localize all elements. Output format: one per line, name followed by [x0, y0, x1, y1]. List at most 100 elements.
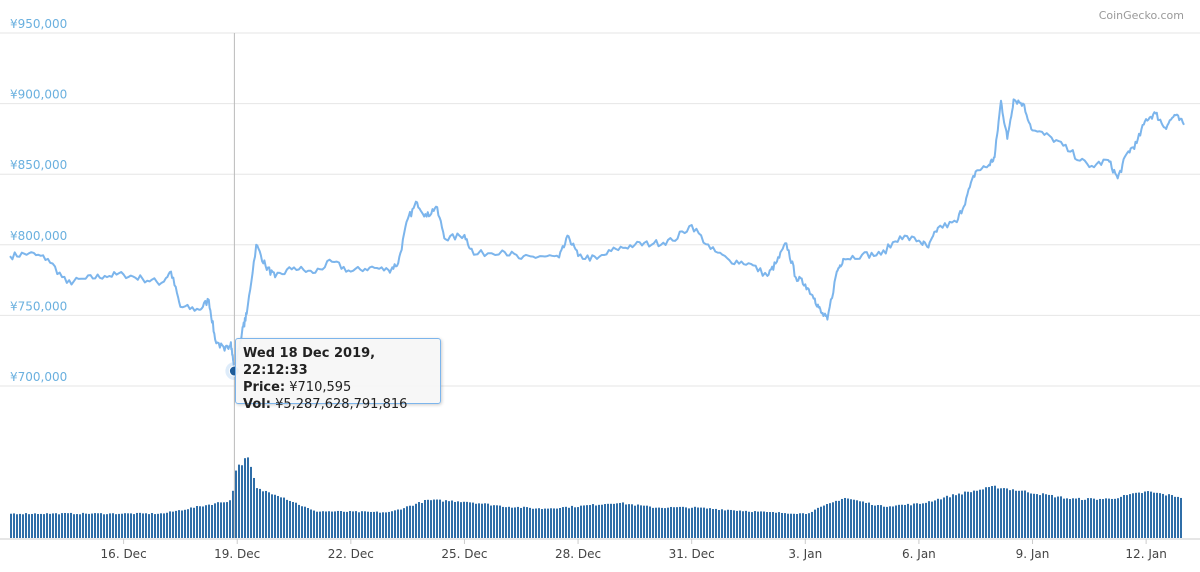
volume-bar	[679, 506, 681, 538]
volume-bar	[547, 508, 549, 538]
volume-bar	[163, 513, 165, 538]
volume-bar	[469, 502, 471, 538]
volume-bar	[1150, 491, 1152, 538]
volume-bar	[349, 510, 351, 538]
volume-bar	[361, 511, 363, 538]
volume-bar	[100, 513, 102, 538]
volume-bar	[781, 512, 783, 538]
tooltip-price-label: Price:	[243, 380, 286, 395]
volume-bar	[913, 503, 915, 538]
volume-bar	[667, 507, 669, 538]
volume-bar	[625, 504, 627, 538]
volume-bar	[607, 503, 609, 538]
volume-bar	[784, 513, 786, 538]
volume-bar	[247, 457, 249, 538]
volume-bar	[598, 504, 600, 538]
volume-bar	[358, 512, 360, 538]
volume-bar	[934, 500, 936, 538]
tooltip-vol-row: Vol: ¥5,287,628,791,816	[243, 396, 433, 413]
volume-bar	[1084, 499, 1086, 538]
volume-bar	[139, 512, 141, 538]
volume-bar	[688, 508, 690, 538]
volume-bar	[814, 509, 816, 538]
volume-bar	[1141, 493, 1143, 538]
volume-bar	[742, 511, 744, 538]
credit-link[interactable]: CoinGecko.com	[1098, 9, 1184, 22]
x-tick-label: 22. Dec	[328, 547, 374, 561]
volume-bar	[436, 499, 438, 538]
volume-bar	[1111, 498, 1113, 538]
volume-bar	[1159, 493, 1161, 538]
volume-bar	[145, 513, 147, 538]
volume-bar	[337, 510, 339, 538]
volume-bar	[283, 497, 285, 538]
volume-bar	[1057, 496, 1059, 538]
volume-bar	[1033, 493, 1035, 538]
volume-bar	[1006, 488, 1008, 538]
volume-bar	[826, 504, 828, 538]
volume-bar	[1072, 498, 1074, 538]
volume-bar	[367, 511, 369, 538]
volume-bar	[916, 503, 918, 538]
volume-bar	[604, 504, 606, 538]
volume-bar	[655, 507, 657, 538]
volume-bar	[1075, 498, 1077, 538]
volume-bar	[391, 511, 393, 538]
volume-bar	[1129, 494, 1131, 538]
volume-bar	[43, 514, 45, 538]
volume-bar	[1000, 488, 1002, 538]
x-tick-label: 28. Dec	[555, 547, 601, 561]
volume-bar	[574, 507, 576, 538]
volume-bar	[1081, 500, 1083, 538]
volume-bar	[823, 505, 825, 538]
y-tick-label: ¥850,000	[10, 158, 67, 172]
volume-bar	[718, 510, 720, 538]
volume-bar	[355, 511, 357, 538]
volume-bar	[343, 511, 345, 538]
volume-bar	[601, 504, 603, 538]
volume-bar	[307, 508, 309, 538]
volume-bar	[130, 513, 132, 538]
volume-bar	[67, 513, 69, 538]
volume-bar	[544, 508, 546, 538]
volume-bar	[121, 513, 123, 538]
volume-bar	[37, 513, 39, 538]
volume-bar	[787, 513, 789, 538]
volume-bar	[922, 503, 924, 538]
volume-bar	[58, 514, 60, 538]
volume-bar	[109, 513, 111, 538]
volume-bar	[1126, 495, 1128, 538]
tooltip-price-value: ¥710,595	[289, 380, 352, 395]
volume-bar	[796, 513, 798, 538]
volume-bar	[580, 505, 582, 538]
volume-bar	[1015, 490, 1017, 538]
volume-bar	[478, 503, 480, 538]
volume-bar	[70, 512, 72, 538]
volume-bar	[670, 506, 672, 538]
volume-bar	[73, 514, 75, 538]
volume-bar	[403, 508, 405, 538]
volume-bar	[895, 505, 897, 538]
volume-bar	[34, 513, 36, 538]
volume-bar	[328, 511, 330, 538]
volume-bar	[418, 502, 420, 538]
volume-bar	[397, 509, 399, 538]
volume-bar	[481, 503, 483, 538]
volume-bar	[232, 490, 234, 538]
volume-bar	[262, 491, 264, 538]
volume-bar	[79, 514, 81, 538]
volume-bar	[676, 507, 678, 538]
volume-bar	[763, 511, 765, 538]
volume-bar	[859, 501, 861, 538]
volume-bar	[643, 505, 645, 538]
volume-bar	[973, 490, 975, 538]
volume-bar	[427, 499, 429, 538]
volume-bar	[331, 511, 333, 538]
volume-bar	[460, 502, 462, 538]
volume-bar	[748, 511, 750, 538]
volume-bar	[415, 503, 417, 538]
volume-bar	[817, 507, 819, 538]
volume-bar	[589, 505, 591, 538]
volume-bar	[835, 500, 837, 538]
